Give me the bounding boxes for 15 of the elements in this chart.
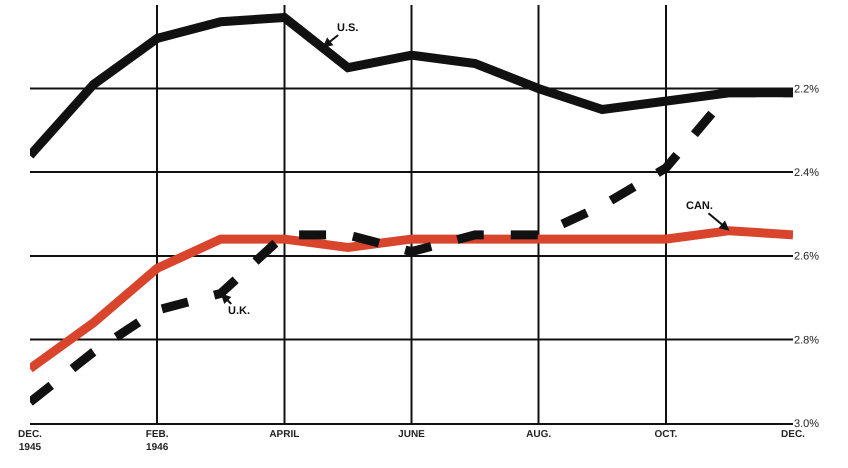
legend-label: U.K. [228,305,250,317]
x-tick-label: DEC. 1945 [18,429,42,453]
x-tick-label: APRIL [269,429,300,440]
y-tick-label: 2.8% [794,334,820,346]
y-tick-label: 3.0% [794,418,820,430]
series-label: CAN. [686,200,713,212]
y-tick-label: 2.2% [794,83,820,96]
x-tick-label: AUG. [526,429,552,440]
x-tick-label: JUNE [398,429,426,440]
y-tick-label: 2.4% [794,167,820,180]
x-tick-label: FEB. 1946 [146,429,169,453]
x-tick-label: OCT. [654,429,678,440]
series-label: U.S. [337,22,358,34]
x-tick-label: DEC. [781,429,806,440]
y-tick-label: 2.6% [794,250,820,263]
